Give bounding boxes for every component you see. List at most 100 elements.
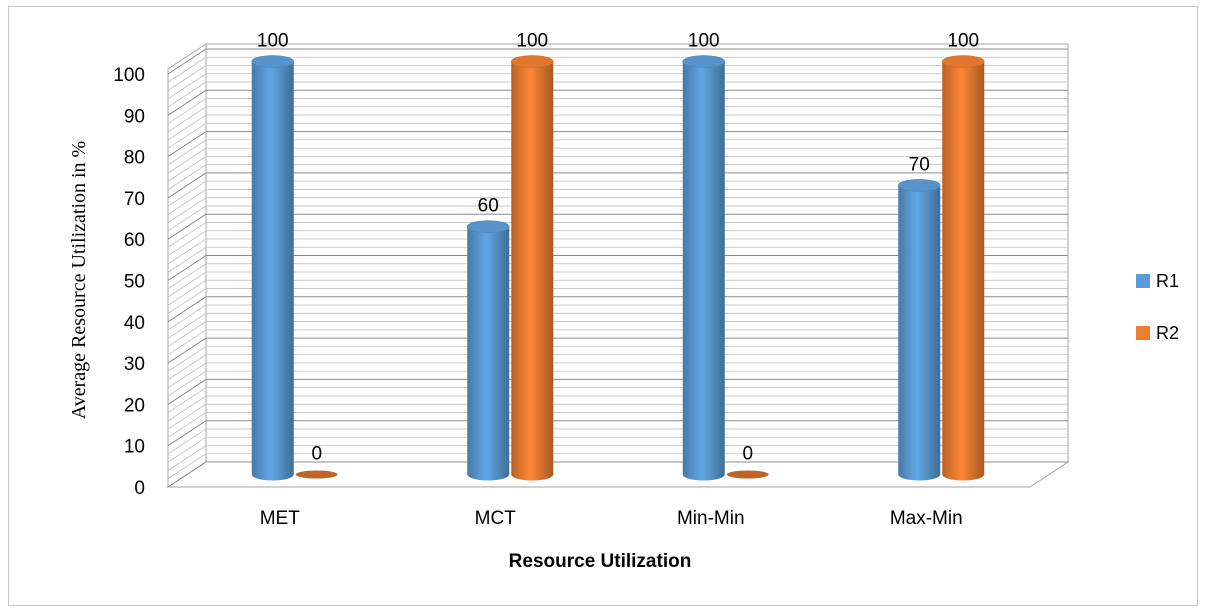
- bar-body: [942, 61, 985, 481]
- minor-gridline: [167, 98, 1068, 124]
- y-tick-label: 40: [124, 313, 145, 334]
- minor-gridline: [167, 56, 1068, 83]
- minor-gridline: [167, 453, 1068, 480]
- major-gridline: [167, 296, 1068, 323]
- minor-gridline: [167, 345, 1068, 372]
- major-gridline: [167, 48, 1068, 75]
- x-category-label: Min-Min: [677, 508, 745, 529]
- y-tick-label: 100: [113, 65, 145, 86]
- y-tick-label: 90: [124, 106, 145, 127]
- major-gridline: [167, 378, 1068, 405]
- minor-gridline: [167, 436, 1068, 463]
- minor-gridline: [167, 222, 1068, 248]
- data-label: 100: [688, 31, 720, 52]
- minor-gridline: [167, 304, 1068, 331]
- y-tick-label: 10: [124, 437, 145, 458]
- minor-gridline: [167, 197, 1068, 224]
- minor-gridline: [167, 271, 1068, 298]
- bar-cap: [897, 179, 941, 192]
- bar-cap: [941, 55, 985, 68]
- bar-cap: [466, 220, 510, 233]
- minor-gridline: [167, 246, 1068, 273]
- minor-gridline: [167, 205, 1068, 232]
- x-category-label: MET: [260, 508, 301, 529]
- legend-label-R2: R2: [1156, 323, 1179, 343]
- y-tick-label: 30: [124, 354, 145, 375]
- minor-gridline: [167, 81, 1068, 108]
- y-tick-label: 0: [134, 478, 145, 499]
- minor-gridline: [167, 164, 1068, 190]
- data-labels: 100 0 60 100 100 0 70 100: [257, 31, 979, 465]
- minor-gridline: [167, 354, 1068, 380]
- major-gridline: [167, 89, 1068, 116]
- minor-gridline: [167, 114, 1068, 141]
- bars: [251, 55, 985, 481]
- bar-R1-Min-Min: [682, 55, 726, 481]
- data-label: 100: [257, 31, 289, 52]
- minor-gridline: [167, 180, 1068, 207]
- x-category-label: Max-Min: [890, 508, 963, 529]
- bar-body: [682, 61, 725, 481]
- y-axis-ticks: 0 10 20 30 40 50 60 70 80 90 100: [113, 65, 145, 499]
- y-tick-label: 60: [124, 230, 145, 251]
- y-tick-label: 20: [124, 395, 145, 416]
- bar-R1-MCT: [466, 220, 510, 481]
- minor-gridline: [167, 106, 1068, 133]
- x-axis-title: Resource Utilization: [509, 551, 692, 572]
- bar-body: [467, 226, 510, 481]
- data-label: 100: [516, 31, 548, 52]
- minor-gridline: [167, 387, 1068, 413]
- bar-body: [898, 185, 941, 481]
- legend-label-R1: R1: [1156, 271, 1179, 291]
- bar-body: [251, 61, 294, 481]
- major-gridline: [167, 213, 1068, 240]
- bar-cap: [251, 55, 295, 68]
- minor-gridline: [167, 139, 1068, 166]
- bar-R2-Max-Min: [941, 55, 985, 481]
- data-label: 60: [478, 196, 499, 217]
- minor-gridline: [167, 263, 1068, 290]
- legend: R1 R2: [1136, 271, 1179, 343]
- bar-R1-Max-Min: [897, 179, 941, 481]
- bar-R2-MET: [295, 470, 338, 479]
- y-tick-label: 70: [124, 189, 145, 210]
- minor-gridline: [167, 155, 1068, 182]
- bar-R2-Min-Min: [726, 470, 769, 479]
- data-label: 0: [311, 444, 322, 465]
- bar-cap: [510, 55, 554, 68]
- minor-gridline: [167, 428, 1068, 455]
- y-axis-title: Average Resource Utilization in %: [68, 141, 90, 419]
- minor-gridline: [167, 445, 1068, 471]
- major-gridline: [167, 172, 1068, 199]
- major-gridline: [167, 420, 1068, 447]
- minor-gridline: [167, 230, 1068, 257]
- major-gridline: [167, 461, 1068, 488]
- bar-R2-MCT: [510, 55, 554, 481]
- minor-gridline: [167, 122, 1068, 149]
- gridlines: [167, 48, 1068, 488]
- y-tick-label: 80: [124, 148, 145, 169]
- minor-gridline: [167, 147, 1068, 174]
- minor-gridline: [167, 288, 1068, 314]
- minor-gridline: [167, 238, 1068, 265]
- bar-body: [511, 61, 554, 481]
- minor-gridline: [167, 370, 1068, 397]
- bar-R1-MET: [251, 55, 295, 481]
- minor-gridline: [167, 403, 1068, 430]
- minor-gridline: [167, 189, 1068, 215]
- major-gridline: [167, 131, 1068, 158]
- minor-gridline: [167, 65, 1068, 91]
- minor-gridline: [167, 412, 1068, 438]
- bar-cap: [295, 470, 338, 479]
- bar-cap: [682, 55, 726, 68]
- legend-swatch-R2: [1136, 326, 1150, 340]
- minor-gridline: [167, 312, 1068, 339]
- minor-gridline: [167, 395, 1068, 422]
- x-category-label: MCT: [475, 508, 517, 529]
- minor-gridline: [167, 73, 1068, 100]
- data-label: 0: [742, 444, 753, 465]
- major-gridline: [167, 337, 1068, 364]
- y-tick-label: 50: [124, 272, 145, 293]
- minor-gridline: [167, 321, 1068, 347]
- data-label: 70: [909, 154, 930, 175]
